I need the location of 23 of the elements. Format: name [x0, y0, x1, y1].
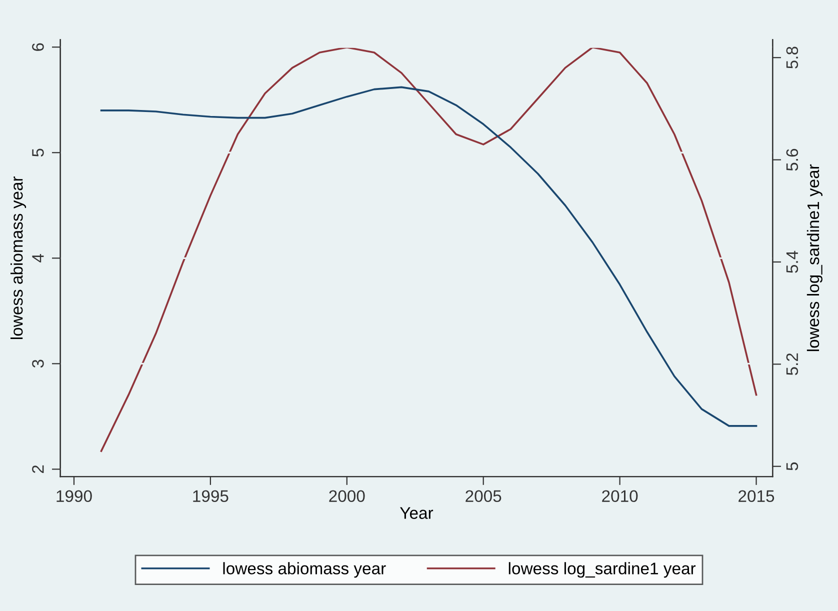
x-tick-label: 2015 — [738, 490, 774, 502]
y-tick-label: 3 — [32, 360, 44, 368]
x-tick-label: 2000 — [329, 490, 365, 502]
y2-tick-label: 5.4 — [786, 250, 798, 273]
x-tick-label: 1995 — [193, 490, 228, 502]
x-tick-label: 2010 — [602, 490, 638, 502]
line-series — [100, 46, 758, 452]
x-tick-label: 2005 — [466, 490, 502, 502]
x-tick-label: 1990 — [56, 490, 92, 502]
legend-label: lowess abiomass year — [223, 562, 386, 578]
y2-tick-label: 5.8 — [786, 46, 798, 69]
y2-axis-title: lowess log_sardine1 year — [806, 164, 822, 352]
y2-tick-label: 5.6 — [786, 148, 798, 171]
y-tick-label: 6 — [32, 43, 44, 51]
y-tick-label: 2 — [32, 465, 44, 473]
line-series — [100, 86, 758, 427]
y-axis-title: lowess abiomass year — [10, 176, 26, 339]
y-tick-label: 5 — [32, 148, 44, 157]
y2-tick-label: 5 — [786, 462, 798, 470]
y-tick-label: 4 — [32, 254, 44, 262]
y2-tick-label: 5.2 — [786, 353, 798, 376]
x-axis-title: Year — [400, 507, 434, 519]
legend-label: lowess log_sardine1 year — [508, 562, 696, 578]
